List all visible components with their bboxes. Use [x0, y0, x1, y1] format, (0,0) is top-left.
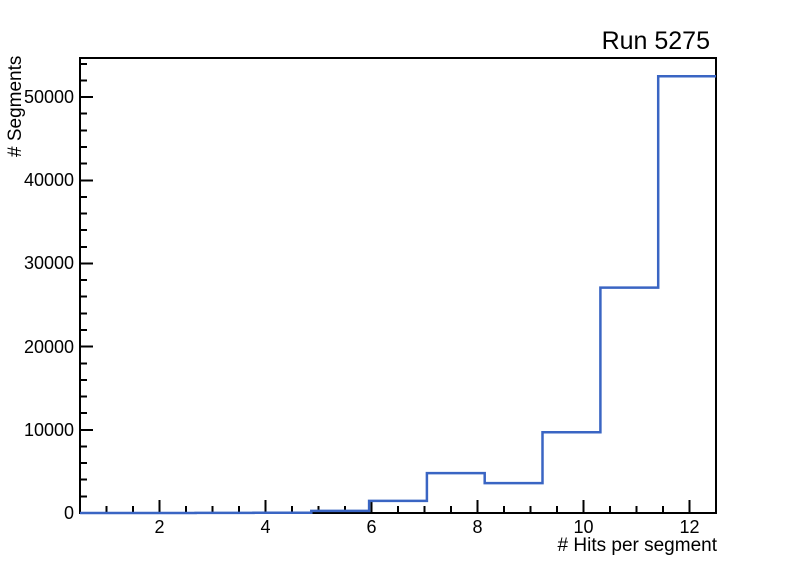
y-tick-label: 20000	[23, 336, 74, 357]
y-tick-label: 0	[63, 503, 74, 523]
y-tick-label: 40000	[23, 170, 74, 191]
x-tick-label: 10	[573, 517, 594, 537]
histogram-line	[80, 75, 716, 515]
y-tick-label: 50000	[23, 87, 74, 108]
y-tick-label: 10000	[23, 419, 74, 440]
x-axis-title: # Hits per segment	[557, 535, 717, 556]
y-tick-label: 30000	[23, 253, 74, 274]
x-tick-label: 6	[366, 517, 377, 537]
x-tick-label: 4	[260, 517, 271, 537]
x-tick-label: 8	[472, 517, 483, 537]
chart-title: Run 5275	[601, 27, 710, 55]
x-tick-label: 12	[679, 517, 700, 537]
plot-frame	[79, 57, 717, 514]
x-tick-label: 2	[154, 517, 165, 537]
